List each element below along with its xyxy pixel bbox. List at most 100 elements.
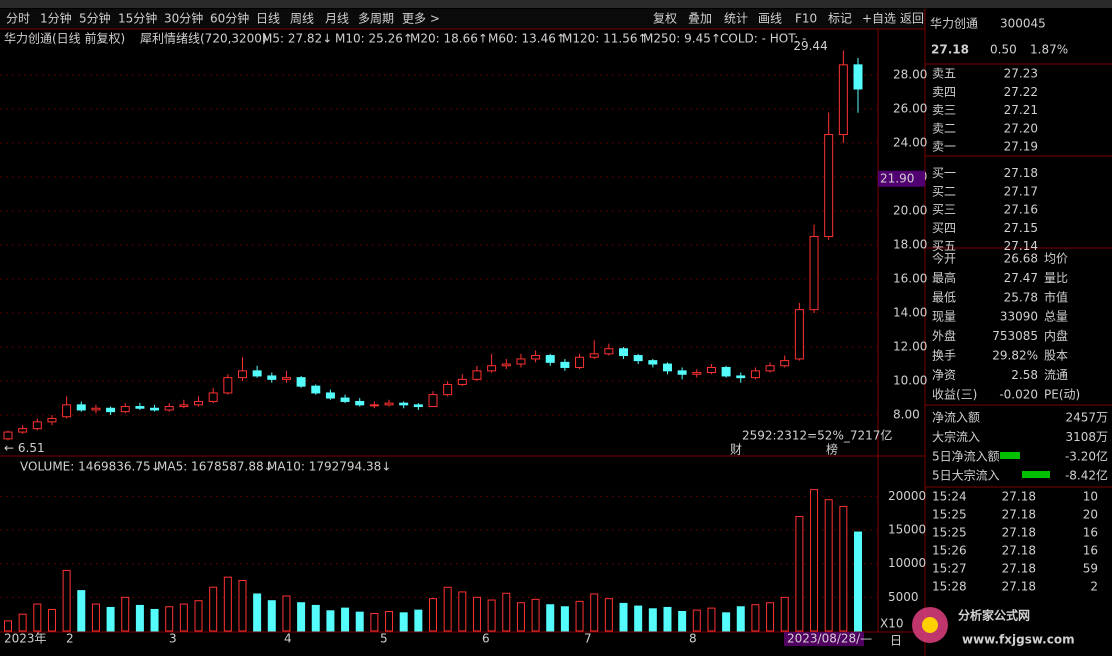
date-label: 2023年	[4, 632, 47, 646]
volume-bar	[223, 576, 232, 632]
candle-body	[853, 64, 863, 90]
book-label: 买二	[932, 184, 956, 198]
period-tab[interactable]: 15分钟	[118, 11, 157, 26]
period-label: 日	[890, 634, 902, 648]
period-tab[interactable]: 60分钟	[210, 11, 249, 26]
candle-body	[384, 402, 394, 406]
stat-label: 内盘	[1044, 328, 1068, 343]
flow-bar	[1022, 471, 1050, 478]
indicator-label: M60: 13.46↑	[488, 32, 566, 46]
candle-body	[545, 355, 555, 363]
book-label: 卖五	[932, 67, 956, 81]
stat-value: 26.68	[1004, 252, 1038, 266]
volume-bar	[355, 611, 364, 632]
toolbar	[0, 9, 925, 29]
book-label: 卖四	[932, 85, 956, 99]
candle-body	[619, 348, 629, 357]
last-price: 27.18	[931, 43, 969, 57]
candle-body	[3, 431, 13, 440]
volume-bar	[839, 505, 848, 632]
date-label: 4	[284, 632, 292, 646]
period-tab[interactable]: 更多 >	[402, 12, 440, 26]
trade-volume: 10	[1083, 490, 1098, 504]
volume-bar	[414, 609, 423, 632]
volume-bar	[399, 612, 408, 632]
period-tab[interactable]: 5分钟	[79, 11, 111, 26]
volume-bar	[502, 592, 511, 632]
tool-button[interactable]: 叠加	[688, 12, 712, 26]
candle-body	[47, 417, 57, 423]
tool-button[interactable]: 画线	[758, 12, 782, 26]
stock-code: 300045	[1000, 17, 1046, 31]
indicator-label: M120: 11.56↑	[562, 32, 648, 46]
period-tab[interactable]: 多周期	[358, 12, 394, 26]
tool-button[interactable]: F10	[795, 12, 817, 26]
volume-bar	[619, 602, 628, 632]
stat-value: -0.020	[999, 387, 1038, 401]
volume-bar	[238, 580, 247, 632]
tool-button[interactable]: 标记	[828, 12, 852, 26]
tool-button[interactable]: 复权	[653, 12, 677, 26]
y-tick-label: 15000	[888, 523, 926, 537]
event-marker: 财	[730, 443, 742, 457]
period-tab[interactable]: 月线	[325, 12, 349, 26]
candle-body	[325, 392, 335, 399]
period-tab[interactable]: 1分钟	[40, 11, 72, 26]
volume-bar	[62, 569, 71, 632]
tool-button[interactable]: 返回	[900, 12, 924, 26]
book-price: 27.14	[1004, 239, 1038, 253]
watermark-title: 分析家公式网	[958, 608, 1030, 623]
candle-body	[296, 377, 306, 387]
indicator-label: COLD: - HOT: -	[720, 32, 806, 46]
stat-value: 753085	[992, 329, 1038, 343]
trade-time: 15:24	[932, 490, 967, 504]
date-highlight	[784, 632, 864, 646]
date-label: 7	[584, 632, 592, 646]
volume-bar	[179, 603, 188, 632]
stat-label: 市值	[1044, 289, 1068, 304]
indicator-label: M10: 25.26↑	[335, 32, 413, 46]
candle-body	[413, 404, 423, 408]
trade-time: 15:25	[932, 526, 967, 540]
stat-label: 外盘	[932, 328, 956, 343]
price-pct: 1.87%	[1030, 43, 1068, 57]
book-label: 卖一	[932, 140, 956, 154]
candle-body	[18, 428, 28, 433]
stat-value: 2.58	[1011, 368, 1038, 382]
volume-bar	[487, 599, 496, 632]
candle-body	[311, 385, 321, 394]
candle-body	[662, 363, 672, 372]
volume-bar	[531, 598, 540, 632]
indicator-label: 犀利情绪线(720,3200)	[140, 32, 267, 46]
book-price: 27.22	[1004, 85, 1038, 99]
watermark-url: www.fxjgsw.com	[962, 633, 1075, 647]
candle-body	[706, 366, 716, 374]
book-label: 买三	[932, 203, 956, 217]
candle-body	[164, 406, 174, 411]
period-tab[interactable]: 周线	[290, 12, 314, 26]
candle-body	[91, 407, 101, 411]
stat-value: 27.47	[1004, 271, 1038, 285]
period-tab[interactable]: 日线	[256, 12, 280, 26]
candle-body	[765, 365, 775, 372]
period-tab[interactable]: 分时	[6, 12, 30, 26]
book-price: 27.16	[1004, 203, 1038, 217]
period-tab[interactable]: 30分钟	[164, 11, 203, 26]
trade-volume: 16	[1083, 526, 1098, 540]
chart-title: 华力创通(日线 前复权)	[4, 31, 125, 46]
volume-bar	[253, 593, 262, 632]
trade-volume: 16	[1083, 544, 1098, 558]
candle-body	[32, 421, 42, 430]
volume-bar	[47, 608, 56, 632]
date-label: 5	[380, 632, 388, 646]
volume-bar	[429, 598, 437, 632]
date-label: 8	[689, 632, 697, 646]
tool-button[interactable]: 统计	[724, 12, 748, 26]
candle-body	[252, 370, 262, 377]
volume-bar	[4, 620, 12, 632]
candle-body	[750, 370, 760, 379]
menu-strip	[0, 0, 1112, 8]
stat-label: 换手	[932, 349, 956, 363]
tool-button[interactable]: +自选	[862, 12, 896, 26]
